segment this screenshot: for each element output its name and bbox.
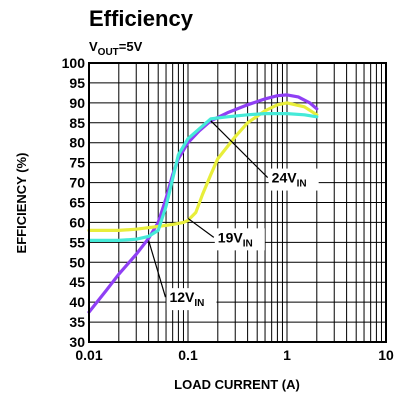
chart-title: Efficiency — [89, 6, 194, 31]
chart-subtitle: VOUT=5V — [89, 39, 143, 58]
y-tick-label: 50 — [69, 254, 85, 270]
series-line-12v — [87, 93, 319, 314]
annotation-leader — [148, 240, 167, 298]
annotation-label-12v: 12VIN — [169, 289, 204, 309]
y-tick-label: 95 — [69, 75, 85, 91]
y-tick-label: 40 — [69, 294, 85, 310]
grid — [89, 62, 386, 343]
x-tick-label: 10 — [378, 347, 394, 363]
y-tick-label: 30 — [69, 334, 85, 350]
annotation-bg — [166, 288, 217, 311]
series-line-24v — [87, 112, 319, 242]
y-tick-label: 100 — [62, 55, 86, 71]
x-tick-label: 1 — [283, 347, 291, 363]
annotation-label-24v: 24VIN — [272, 170, 307, 190]
y-tick-label: 90 — [69, 95, 85, 111]
y-tick-label: 55 — [69, 234, 85, 250]
y-tick-label: 80 — [69, 135, 85, 151]
annotations: 24VIN 19VIN 12VIN — [148, 120, 319, 311]
series-line-19v — [87, 101, 319, 232]
y-tick-label: 70 — [69, 175, 85, 191]
y-tick-label: 35 — [69, 314, 85, 330]
annotation-bg — [214, 228, 265, 251]
y-axis-ticks: 30 35 40 45 50 55 60 65 70 75 80 85 90 95 100 — [62, 55, 86, 350]
y-axis-label: EFFICIENCY (%) — [14, 153, 29, 254]
series-lines — [87, 93, 319, 314]
y-tick-label: 45 — [69, 274, 85, 290]
annotation-bg — [268, 168, 319, 191]
plot-frame — [88, 62, 387, 343]
x-axis-ticks: 0.01 0.1 1 10 — [75, 347, 394, 363]
y-tick-label: 75 — [69, 155, 85, 171]
annotation-leader — [210, 120, 269, 178]
y-tick-label: 85 — [69, 115, 85, 131]
x-axis-label: LOAD CURRENT (A) — [174, 377, 300, 392]
annotation-leader — [187, 217, 215, 238]
y-tick-label: 60 — [69, 214, 85, 230]
y-tick-label: 65 — [69, 195, 85, 211]
x-tick-label: 0.01 — [75, 347, 102, 363]
x-tick-label: 0.1 — [178, 347, 198, 363]
annotation-label-19v: 19VIN — [218, 229, 253, 249]
